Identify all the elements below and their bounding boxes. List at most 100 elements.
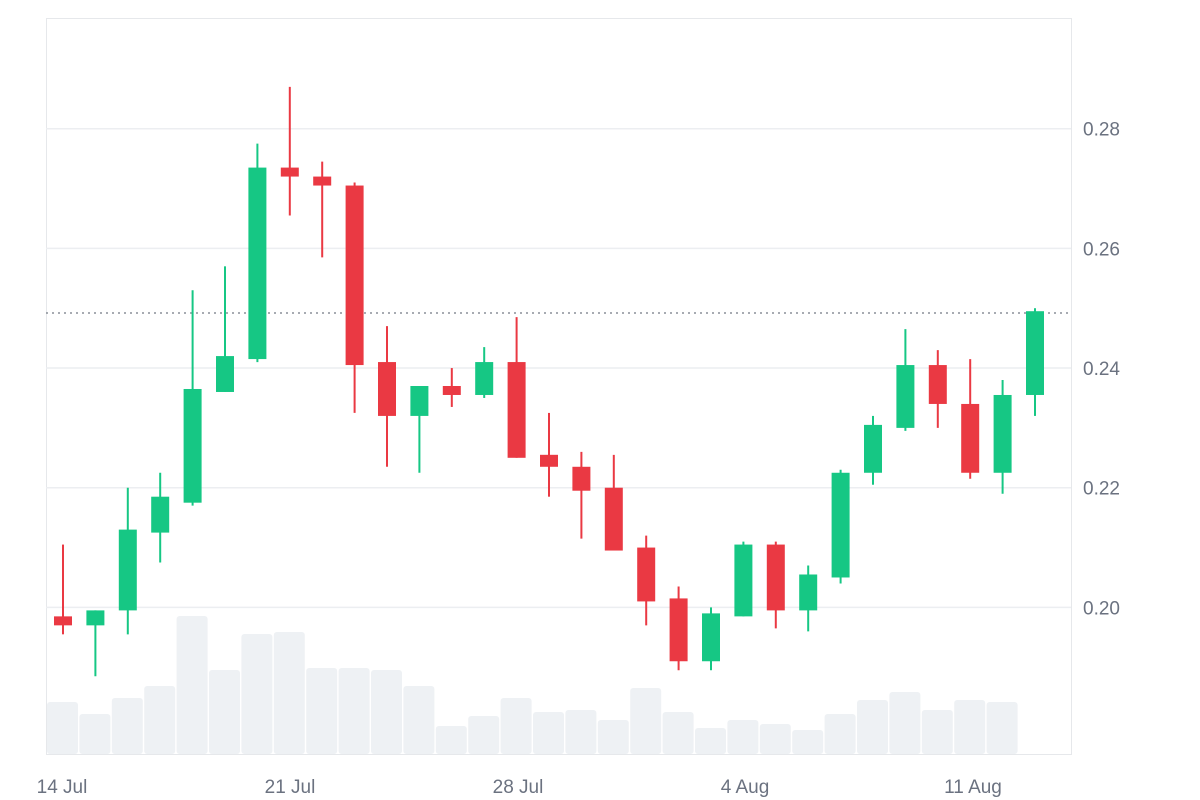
- x-tick-label: 14 Jul: [37, 777, 88, 798]
- candle-body: [896, 365, 915, 428]
- volume-bar: [306, 668, 338, 754]
- candles: [54, 86, 1044, 677]
- candle-body: [928, 365, 947, 404]
- candle-body: [734, 544, 753, 617]
- candle-body: [345, 185, 364, 366]
- candle: [831, 469, 850, 584]
- candle-body: [831, 472, 850, 578]
- candle: [54, 544, 72, 635]
- y-tick-label: 0.26: [1083, 239, 1120, 260]
- candle: [702, 607, 720, 671]
- volume-bar: [241, 634, 273, 754]
- volume-bar: [824, 714, 856, 754]
- volume-bar: [727, 720, 759, 754]
- candle: [734, 541, 753, 617]
- volume-bar: [371, 670, 402, 754]
- candle-body: [1026, 311, 1044, 395]
- x-tick-label: 11 Aug: [944, 777, 1002, 798]
- volume-bar: [79, 714, 111, 754]
- volume-bar: [954, 700, 986, 754]
- candle-body: [993, 394, 1012, 473]
- volume-bar: [338, 668, 370, 754]
- candle: [248, 143, 267, 363]
- candle-body: [86, 610, 105, 626]
- candle-body: [280, 167, 299, 177]
- candle: [216, 266, 234, 392]
- candle-body: [961, 403, 980, 473]
- candle-body: [604, 487, 623, 551]
- candle: [475, 347, 494, 398]
- candle: [507, 317, 526, 458]
- candle: [442, 368, 461, 407]
- y-tick-label: 0.20: [1083, 598, 1120, 619]
- candle-body: [507, 362, 526, 458]
- volume-bar: [500, 698, 532, 754]
- candle-body: [540, 454, 558, 467]
- x-tick-label: 4 Aug: [721, 777, 770, 798]
- volume-bar: [889, 692, 921, 754]
- y-tick-label: 0.24: [1083, 359, 1120, 380]
- candle-body: [442, 386, 461, 395]
- y-tick-label: 0.28: [1083, 120, 1120, 141]
- y-axis: 0.20 0.22 0.24 0.26 0.28: [1083, 120, 1120, 620]
- volume-bar: [273, 632, 305, 754]
- candle: [928, 350, 947, 428]
- candle: [151, 472, 170, 563]
- y-tick-label: 0.22: [1083, 479, 1120, 500]
- candle: [378, 326, 396, 467]
- volume-bar: [209, 670, 240, 754]
- volume-bar: [176, 616, 208, 754]
- candle-body: [313, 176, 332, 186]
- candle: [280, 86, 299, 216]
- volume-bars: [47, 616, 1018, 754]
- candle: [572, 451, 591, 539]
- candle: [86, 610, 105, 677]
- candle: [604, 454, 623, 551]
- volume-bar: [47, 702, 78, 754]
- candle-body: [118, 529, 137, 611]
- candle: [1026, 308, 1044, 416]
- volume-bar: [144, 686, 176, 754]
- volume-bar: [565, 710, 597, 754]
- candle-body: [475, 362, 494, 395]
- volume-bar: [759, 724, 791, 754]
- candle: [799, 565, 818, 632]
- candle: [766, 541, 785, 629]
- volume-bar: [403, 686, 435, 754]
- volume-bar: [921, 710, 953, 754]
- candle-body: [702, 613, 720, 662]
- volume-bar: [857, 700, 888, 754]
- candle: [313, 161, 332, 258]
- candle-body: [151, 496, 170, 533]
- candle-body: [183, 388, 202, 503]
- candle-body: [864, 424, 882, 473]
- x-tick-label: 28 Jul: [493, 777, 544, 798]
- candle-body: [572, 466, 591, 491]
- volume-bar: [792, 730, 824, 754]
- candle: [410, 386, 429, 473]
- candle-body: [216, 356, 234, 392]
- candle: [637, 535, 656, 626]
- candle-body: [637, 547, 656, 602]
- candle-body: [378, 362, 396, 416]
- volume-bar: [435, 726, 467, 754]
- candle-body: [410, 386, 429, 416]
- candle: [118, 487, 137, 635]
- candle-body: [248, 167, 267, 360]
- volume-bar: [468, 716, 500, 754]
- candle: [345, 182, 364, 413]
- volume-bar: [630, 688, 662, 754]
- x-axis: 14 Jul 21 Jul 28 Jul 4 Aug 11 Aug: [37, 777, 1002, 798]
- x-tick-label: 21 Jul: [265, 777, 316, 798]
- candle: [864, 415, 882, 485]
- candle: [896, 329, 915, 431]
- candle-body: [799, 574, 818, 611]
- candle-body: [54, 616, 72, 626]
- volume-bar: [695, 728, 726, 754]
- volume-bar: [533, 712, 564, 754]
- candle: [183, 290, 202, 506]
- candle-body: [766, 544, 785, 611]
- volume-bar: [111, 698, 143, 754]
- candle: [669, 586, 688, 671]
